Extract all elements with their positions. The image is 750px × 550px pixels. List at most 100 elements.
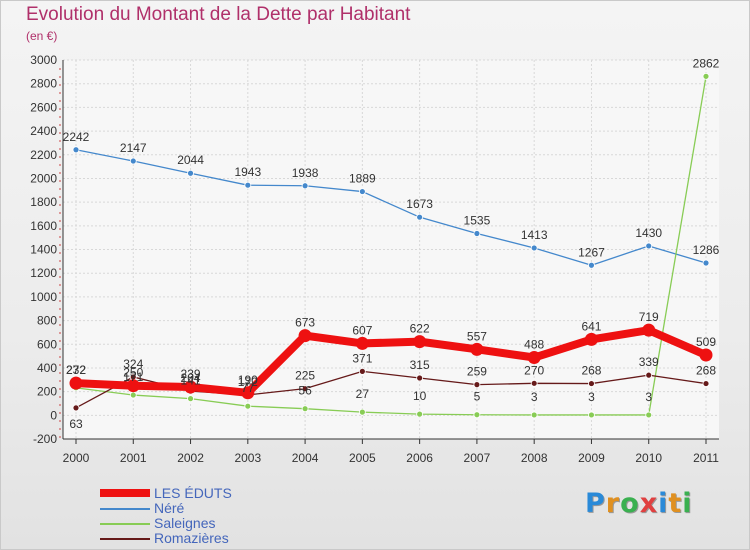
legend-label-saleignes: Saleignes bbox=[154, 515, 216, 531]
series-point-1 bbox=[588, 261, 595, 269]
data-label: 250 bbox=[123, 366, 143, 380]
series-point-1 bbox=[358, 188, 366, 195]
x-tick-label: 2000 bbox=[63, 451, 90, 465]
series-point-0 bbox=[298, 329, 312, 343]
series-point-2 bbox=[416, 410, 424, 418]
series-point-1 bbox=[530, 244, 538, 252]
data-label: 239 bbox=[181, 367, 201, 381]
series-point-0 bbox=[126, 379, 140, 393]
y-tick-label: -200 bbox=[33, 432, 57, 446]
data-label: 2147 bbox=[120, 141, 147, 155]
data-label: 488 bbox=[524, 338, 544, 352]
data-label: 557 bbox=[467, 329, 487, 343]
data-label: 270 bbox=[524, 363, 544, 377]
data-label: 63 bbox=[69, 417, 83, 431]
logo-letter: r bbox=[605, 488, 621, 519]
data-label: 1413 bbox=[521, 228, 548, 242]
data-label: 315 bbox=[410, 358, 430, 372]
series-point-1 bbox=[244, 181, 252, 189]
series-point-2 bbox=[473, 411, 481, 419]
logo-letter: i bbox=[682, 488, 693, 519]
legend-label-romazieres: Romazières bbox=[154, 530, 229, 546]
data-label: 607 bbox=[352, 323, 372, 337]
logo-letter: o bbox=[620, 488, 640, 519]
series-point-3 bbox=[530, 379, 538, 387]
proxiti-logo: Proxiti bbox=[585, 488, 693, 519]
x-tick-label: 2004 bbox=[292, 451, 319, 465]
data-label: 171 bbox=[123, 370, 143, 384]
series-point-2 bbox=[645, 411, 653, 419]
series-point-0 bbox=[413, 335, 427, 349]
data-label: 324 bbox=[123, 357, 143, 371]
x-tick-label: 2011 bbox=[693, 451, 719, 465]
data-label: 3 bbox=[588, 390, 595, 404]
series-point-3 bbox=[473, 381, 481, 389]
data-label: 1267 bbox=[578, 245, 605, 259]
data-label: 225 bbox=[295, 369, 315, 383]
logo-letter: t bbox=[668, 488, 683, 519]
data-label: 371 bbox=[352, 351, 372, 365]
logo-letter: P bbox=[585, 488, 606, 519]
series-point-1 bbox=[301, 182, 309, 190]
data-label: 1673 bbox=[406, 197, 433, 211]
series-point-0 bbox=[241, 386, 255, 400]
x-tick-label: 2010 bbox=[635, 451, 662, 465]
series-point-2 bbox=[530, 411, 538, 419]
data-label: 268 bbox=[696, 364, 716, 378]
series-point-2 bbox=[244, 402, 252, 410]
logo-letter: i bbox=[658, 488, 669, 519]
series-point-1 bbox=[72, 146, 80, 154]
logo-letter: x bbox=[639, 488, 659, 519]
y-tick-label: 1000 bbox=[30, 290, 57, 304]
series-point-0 bbox=[184, 380, 198, 394]
series-point-3 bbox=[358, 367, 366, 375]
series-point-0 bbox=[470, 342, 484, 356]
y-tick-label: 200 bbox=[37, 385, 57, 399]
y-tick-label: 2800 bbox=[30, 77, 57, 91]
x-tick-label: 2003 bbox=[234, 451, 261, 465]
series-line-1 bbox=[75, 149, 707, 266]
y-tick-label: 2400 bbox=[30, 124, 57, 138]
data-label: 2862 bbox=[693, 56, 720, 70]
series-point-1 bbox=[129, 157, 137, 165]
series-point-3 bbox=[645, 371, 653, 379]
x-tick-label: 2006 bbox=[406, 451, 433, 465]
series-point-2 bbox=[588, 411, 595, 419]
x-tick-label: 2008 bbox=[521, 451, 548, 465]
series-point-2 bbox=[702, 72, 710, 80]
y-tick-label: 400 bbox=[37, 361, 57, 375]
y-tick-label: 2600 bbox=[30, 100, 57, 114]
legend-swatch-saleignes bbox=[100, 523, 150, 525]
data-label: 56 bbox=[298, 384, 312, 398]
series-point-3 bbox=[301, 385, 309, 393]
data-label: 3 bbox=[645, 390, 652, 404]
data-label: 232 bbox=[66, 363, 86, 377]
data-label: 259 bbox=[467, 365, 487, 379]
data-label: 3 bbox=[531, 390, 538, 404]
data-label: 172 bbox=[238, 375, 258, 389]
legend-swatch-romazieres bbox=[100, 538, 150, 540]
series-point-2 bbox=[358, 408, 366, 416]
y-tick-label: 1800 bbox=[30, 195, 57, 209]
data-label: 641 bbox=[581, 319, 601, 333]
data-label: 141 bbox=[181, 374, 201, 388]
series-point-2 bbox=[301, 405, 309, 413]
series-point-1 bbox=[702, 259, 710, 267]
y-tick-label: 1600 bbox=[30, 219, 57, 233]
x-tick-label: 2001 bbox=[120, 451, 147, 465]
data-label: 719 bbox=[639, 310, 659, 324]
series-point-1 bbox=[473, 230, 481, 237]
series-point-0 bbox=[527, 351, 541, 365]
x-tick-label: 2009 bbox=[578, 451, 605, 465]
y-tick-label: 1200 bbox=[30, 266, 57, 280]
y-tick-label: 600 bbox=[37, 337, 57, 351]
data-label: 1535 bbox=[464, 214, 491, 228]
series-point-3 bbox=[416, 374, 424, 382]
data-label: 1286 bbox=[693, 243, 720, 257]
series-point-1 bbox=[645, 242, 653, 250]
x-tick-label: 2005 bbox=[349, 451, 376, 465]
series-point-0 bbox=[355, 336, 369, 350]
data-label: 1889 bbox=[349, 172, 376, 186]
legend-label-nere: Néré bbox=[154, 500, 185, 516]
